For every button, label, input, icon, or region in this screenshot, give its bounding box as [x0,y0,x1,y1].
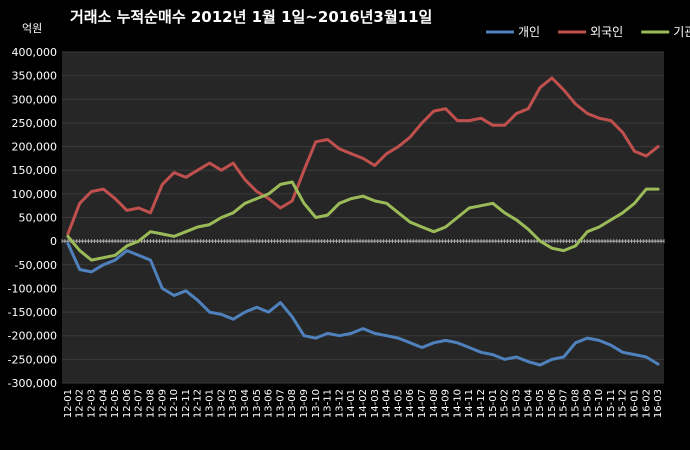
y-tick-label: 300,000 [12,93,58,106]
y-axis-ticks: 400,000 350,000 300,000 250,000 200,000 150,0… [8,46,57,390]
y-tick-label: 50,000 [19,212,58,225]
x-tick-label: 14-09 [441,389,452,418]
x-tick-label: 14-03 [370,389,381,418]
y-tick-label: -250,000 [8,353,57,366]
x-tick-label: 13-11 [323,389,334,418]
x-tick-label: 14-08 [429,389,440,418]
x-tick-label: 12-02 [75,389,86,418]
legend-label: 개인 [518,25,540,39]
series-line [66,242,660,367]
x-tick-label: 12-09 [157,389,168,418]
x-tick-label: 15-12 [618,389,629,418]
x-tick-label: 13-05 [252,389,263,418]
y-tick-label: -200,000 [8,330,57,343]
y-tick-label: -300,000 [8,377,57,390]
x-tick-label: 12-04 [98,389,109,418]
x-tick-label: 12-03 [87,389,98,418]
x-tick-label: 12-07 [134,389,145,418]
x-tick-label: 12-08 [146,389,157,418]
grid-lines [62,51,664,384]
x-tick-label: 14-11 [464,389,475,418]
x-tick-label: 14-10 [452,389,463,418]
x-tick-label: 13-03 [228,389,239,418]
x-tick-label: 12-06 [122,389,133,418]
series-lines [66,76,660,367]
x-tick-label: 12-05 [110,389,121,418]
x-tick-label: 15-10 [594,389,605,418]
y-tick-label: 100,000 [12,188,58,201]
y-tick-label: 400,000 [12,46,58,59]
x-tick-label: 13-02 [216,389,227,418]
x-tick-label: 12-11 [181,389,192,418]
legend-label: 외국인 [590,25,623,39]
y-tick-label: 0 [50,235,57,248]
legend-label: 기관 [673,25,690,39]
x-tick-label: 14-02 [358,389,369,418]
y-tick-label: 350,000 [12,70,58,83]
x-tick-label: 13-04 [240,389,251,418]
y-tick-label: 250,000 [12,117,58,130]
x-tick-label: 14-04 [382,389,393,418]
x-tick-label: 13-12 [334,389,345,418]
x-tick-label: 15-04 [523,389,534,418]
series-line [66,76,660,236]
x-tick-label: 13-01 [205,389,216,418]
chart-title: 거래소 누적순매수 2012년 1월 1일~2016년3월11일 [70,8,432,26]
x-tick-label: 12-10 [169,389,180,418]
series-line [66,180,660,262]
y-tick-label: 150,000 [12,164,58,177]
x-tick-label: 15-11 [606,389,617,418]
x-tick-label: 15-02 [500,389,511,418]
x-tick-label: 13-09 [299,389,310,418]
x-tick-label: 13-10 [311,389,322,418]
x-tick-label: 15-01 [488,389,499,418]
x-tick-label: 15-05 [535,389,546,418]
x-tick-label: 15-03 [511,389,522,418]
x-tick-label: 13-06 [264,389,275,418]
x-tick-label: 13-08 [287,389,298,418]
x-tick-label: 15-07 [559,389,570,418]
x-tick-label: 12-12 [193,389,204,418]
x-tick-label: 15-08 [570,389,581,418]
x-axis-ticks: 12-01 12-02 12-03 12-04 12-05 12-06 12-07 12-08… [63,389,664,418]
x-tick-label: 14-12 [476,389,487,418]
x-tick-label: 16-02 [641,389,652,418]
x-tick-label: 14-01 [346,389,357,418]
y-tick-label: -100,000 [8,282,57,295]
y-tick-label: -150,000 [8,306,57,319]
y-axis-unit-label: 억원 [22,22,42,35]
x-tick-label: 14-07 [417,389,428,418]
y-tick-label: -50,000 [15,259,57,272]
legend: 개인 외국인 기관 [486,25,690,39]
x-tick-label: 14-06 [405,389,416,418]
x-tick-label: 16-01 [629,389,640,418]
x-tick-label: 13-07 [275,389,286,418]
x-tick-label: 15-06 [547,389,558,418]
x-tick-label: 16-03 [653,389,664,418]
x-tick-label: 15-09 [582,389,593,418]
x-tick-label: 12-01 [63,389,74,418]
y-tick-label: 200,000 [12,141,58,154]
x-tick-label: 14-05 [393,389,404,418]
